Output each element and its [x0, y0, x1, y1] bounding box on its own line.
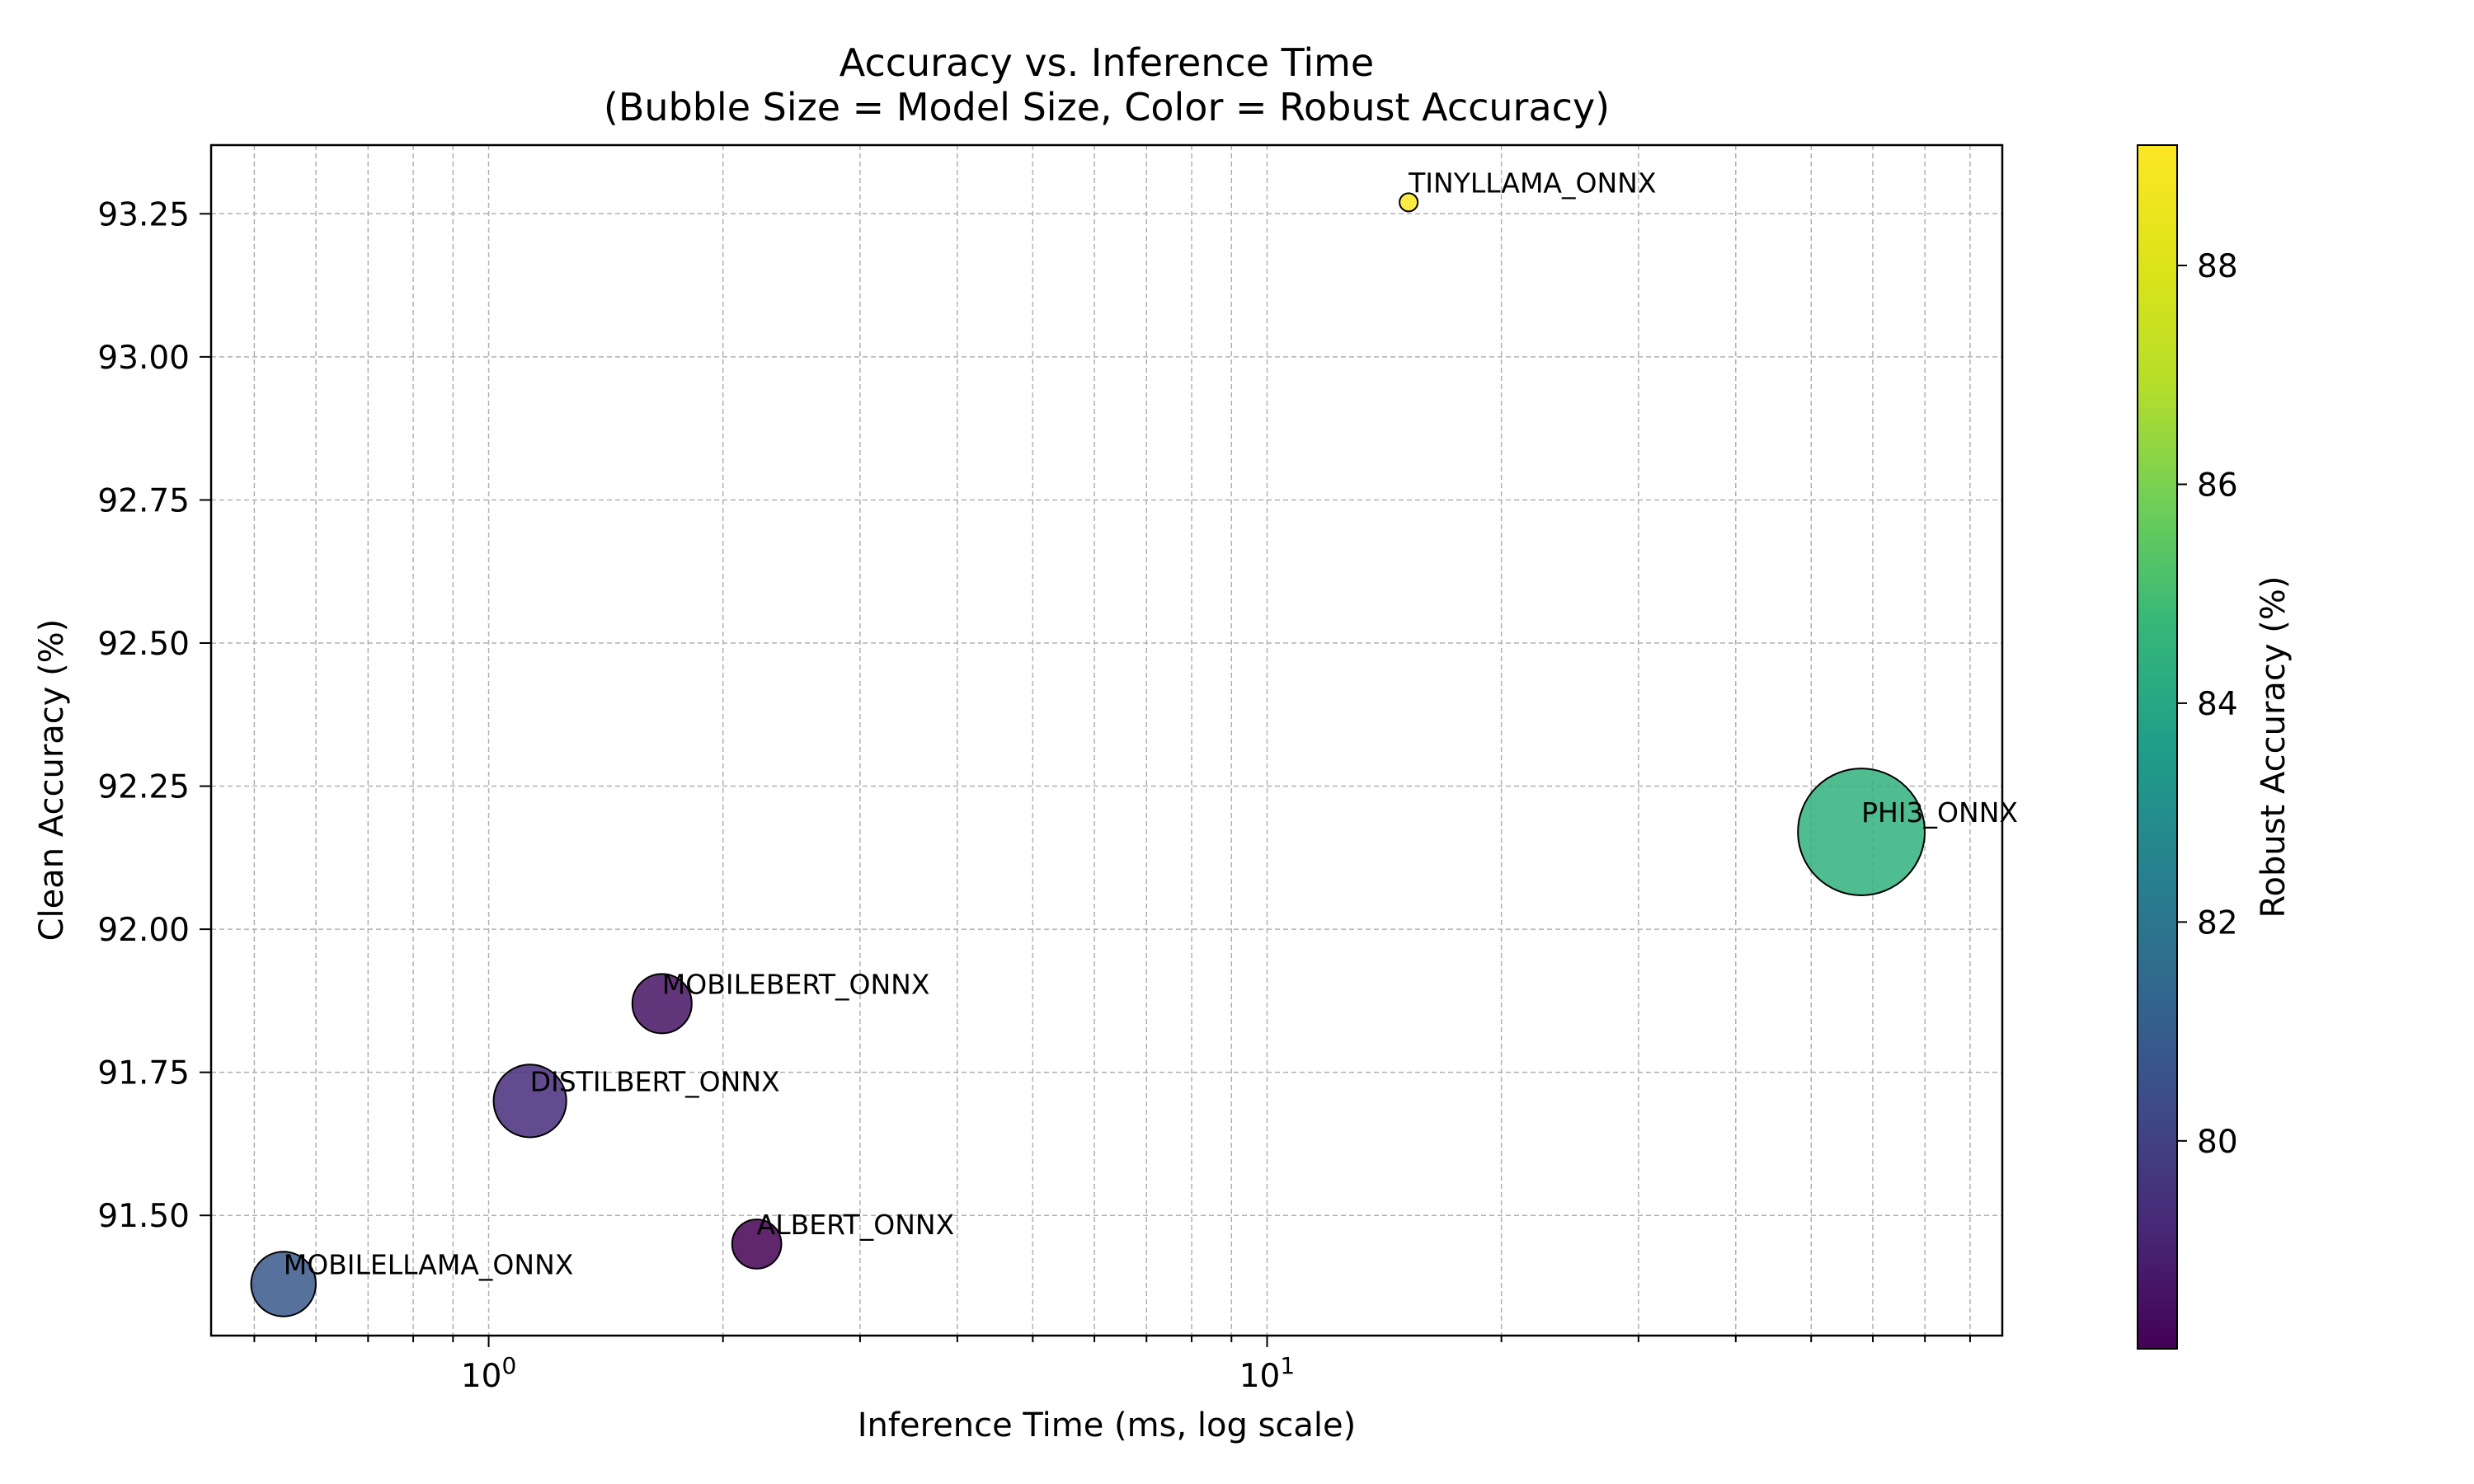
y-tick-label: 92.25 [97, 769, 190, 806]
x-tick-label: 100 [461, 1352, 516, 1395]
y-tick-label: 91.50 [97, 1198, 190, 1235]
bubble-label: MOBILELLAMA_ONNX [284, 1249, 574, 1281]
bubble-distilbert-onnx [492, 1064, 567, 1139]
colorbar-tick-label: 84 [2197, 686, 2238, 723]
y-tick-label: 92.50 [97, 626, 190, 663]
bubble-label: MOBILEBERT_ONNX [662, 968, 930, 1000]
bubble-label: DISTILBERT_ONNX [530, 1065, 780, 1097]
colorbar-label: Robust Accuracy (%) [2255, 576, 2293, 918]
bubble-mobilebert-onnx [631, 973, 693, 1035]
plot-frame [209, 143, 2004, 1337]
colorbar-tick-label: 80 [2197, 1124, 2238, 1161]
bubble-phi3-onnx [1797, 768, 1926, 896]
y-tick-label: 91.75 [97, 1055, 190, 1092]
chart-title: Accuracy vs. Inference Time [840, 40, 1374, 85]
bubble-tinyllama-onnx [1399, 192, 1419, 213]
bubble-mobilellama-onnx [250, 1251, 317, 1317]
y-tick-label: 93.00 [97, 340, 190, 377]
bubble-albert-onnx [731, 1219, 783, 1270]
bubbles-layer [250, 192, 1926, 1317]
bubble-label: ALBERT_ONNX [757, 1209, 955, 1241]
x-tick-label: 101 [1239, 1352, 1295, 1395]
y-axis-label: Clean Accuracy (%) [33, 619, 71, 942]
chart-subtitle: (Bubble Size = Model Size, Color = Robus… [604, 85, 1610, 129]
bubble-labels: TINYLLAMA_ONNX PHI3_ONNX MOBILEBERT_ONNX DI… [284, 167, 2018, 1280]
colorbar-tick-label: 88 [2197, 248, 2238, 285]
y-tick-label: 93.25 [97, 196, 190, 233]
x-axis-label: Inference Time (ms, log scale) [858, 1407, 1357, 1444]
y-tick-label: 92.75 [97, 482, 190, 519]
bubble-label: TINYLLAMA_ONNX [1408, 167, 1656, 199]
y-tick-label: 92.00 [97, 912, 190, 949]
grid-lines [211, 145, 2002, 1336]
axis-ticks: 100 101 91.50 91.75 92.00 92.25 92.50 92.75 93.0… [97, 196, 1971, 1395]
bubble-label: PHI3_ONNX [1861, 796, 2018, 829]
colorbar-gradient [2137, 144, 2178, 1350]
colorbar: 80 82 84 86 88 [2137, 144, 2238, 1350]
colorbar-tick-label: 82 [2197, 904, 2238, 942]
colorbar-tick-label: 86 [2197, 467, 2238, 504]
